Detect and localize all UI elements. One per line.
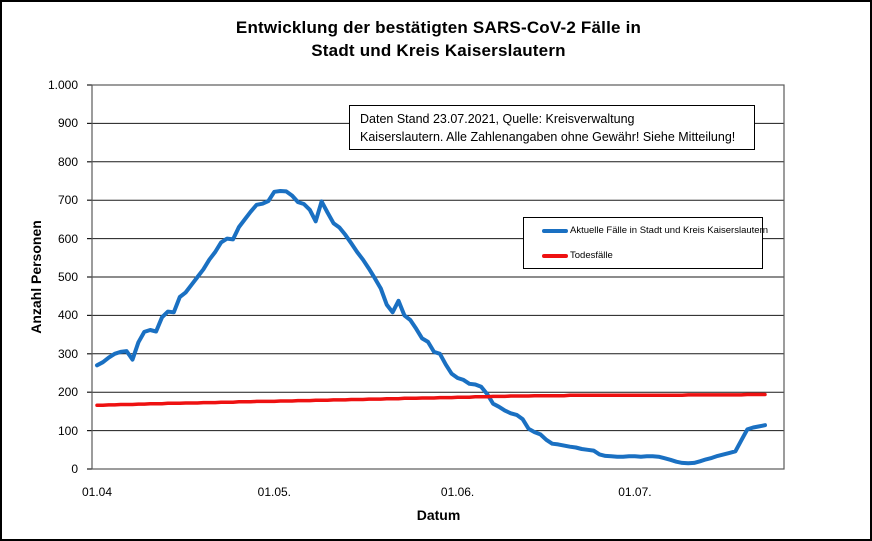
chart-title: Entwicklung der bestätigten SARS-CoV-2 F… bbox=[92, 16, 785, 62]
y-tick-label: 300 bbox=[57, 346, 78, 361]
legend-item-todesfaelle: Todesfälle bbox=[524, 250, 762, 261]
legend: Aktuelle Fälle in Stadt und Kreis Kaiser… bbox=[523, 217, 768, 269]
y-tick-label: 1.000 bbox=[47, 78, 78, 92]
x-axis-title: Datum bbox=[416, 507, 461, 523]
y-tick-label: 600 bbox=[57, 231, 78, 246]
legend-label: Aktuelle Fälle in Stadt und Kreis Kaiser… bbox=[570, 225, 769, 236]
chart-title-line1: Entwicklung der bestätigten SARS-CoV-2 F… bbox=[235, 18, 642, 37]
legend-label: Todesfälle bbox=[570, 250, 613, 261]
series-line-1 bbox=[95, 392, 767, 408]
annotation-line1: Daten Stand 23.07.2021, Quelle: Kreisver… bbox=[360, 112, 635, 126]
annotation-box: Daten Stand 23.07.2021, Quelle: Kreisver… bbox=[349, 105, 755, 150]
annotation-line2: Kaiserslautern. Alle Zahlenangaben ohne … bbox=[360, 130, 736, 144]
y-tick-label: 500 bbox=[57, 270, 78, 284]
y-tick-label: 800 bbox=[57, 154, 78, 169]
y-tick-label: 200 bbox=[57, 385, 78, 400]
plot-border bbox=[91, 84, 785, 470]
legend-item-aktuelle-faelle: Aktuelle Fälle in Stadt und Kreis Kaiser… bbox=[524, 225, 768, 236]
y-tick-label: 900 bbox=[57, 116, 78, 131]
y-tick-label: 100 bbox=[57, 423, 78, 438]
x-tick-label: 01.07. bbox=[618, 485, 652, 499]
y-tick-label: 700 bbox=[57, 193, 78, 208]
x-tick-label: 01.05. bbox=[257, 485, 292, 499]
y-tick-label: 400 bbox=[57, 308, 78, 323]
legend-swatch bbox=[542, 253, 568, 258]
x-tick-label: 01.04 bbox=[81, 485, 113, 499]
chart-title-line2: Stadt und Kreis Kaiserslautern bbox=[311, 41, 566, 60]
series-line-0 bbox=[95, 189, 767, 466]
x-tick-label: 01.06. bbox=[440, 485, 475, 499]
legend-swatch bbox=[542, 228, 568, 233]
y-tick-label: 0 bbox=[71, 462, 78, 476]
